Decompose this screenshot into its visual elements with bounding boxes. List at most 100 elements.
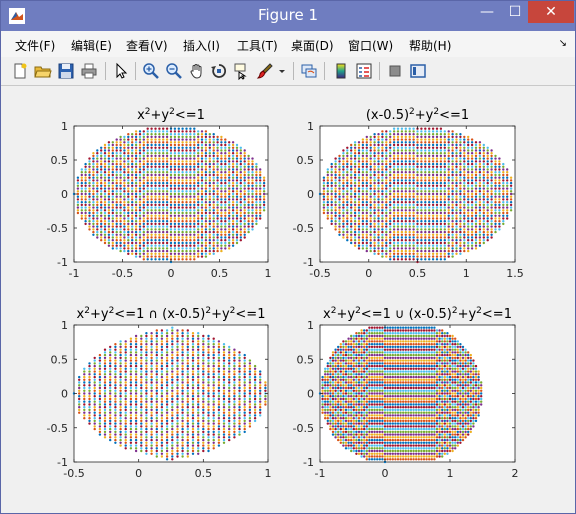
data-point xyxy=(150,247,153,250)
data-point xyxy=(107,206,111,209)
data-point xyxy=(103,348,107,351)
data-point xyxy=(193,201,196,204)
data-point xyxy=(365,211,368,215)
data-point xyxy=(381,247,384,250)
data-point xyxy=(107,220,111,223)
data-point xyxy=(127,233,130,236)
data-point xyxy=(146,255,149,258)
data-point xyxy=(342,165,345,168)
data-point xyxy=(176,422,179,425)
print-icon[interactable] xyxy=(80,62,98,80)
axes-box[interactable] xyxy=(73,324,269,463)
menu-window[interactable]: 窗口(W) xyxy=(348,39,394,53)
minimize-button[interactable]: — xyxy=(480,4,494,20)
data-point xyxy=(123,233,126,236)
title-bar[interactable]: Figure 1 — ☐ ✕ xyxy=(1,1,575,31)
open-file-icon[interactable] xyxy=(34,62,52,80)
data-point xyxy=(498,201,501,204)
data-point xyxy=(165,209,169,212)
data-point xyxy=(455,184,458,187)
data-point xyxy=(98,417,102,420)
data-point xyxy=(424,220,427,223)
data-point xyxy=(191,337,195,340)
data-point xyxy=(502,206,505,209)
data-point xyxy=(377,228,380,231)
data-point xyxy=(486,225,489,228)
zoom-in-icon[interactable] xyxy=(142,62,160,80)
data-point xyxy=(197,141,200,144)
data-point xyxy=(416,130,419,133)
data-point xyxy=(416,168,419,171)
data-point xyxy=(467,152,470,155)
menu-edit[interactable]: 编辑(E) xyxy=(71,39,112,53)
data-point xyxy=(158,190,161,193)
new-figure-icon[interactable] xyxy=(11,62,29,80)
data-point xyxy=(243,198,246,201)
data-point xyxy=(353,201,357,204)
data-point xyxy=(439,220,443,223)
data-point xyxy=(200,225,204,228)
close-button[interactable]: ✕ xyxy=(528,1,574,23)
rotate-3d-icon[interactable] xyxy=(210,62,228,80)
data-point xyxy=(439,135,443,139)
menu-tools[interactable]: 工具(T) xyxy=(237,39,278,53)
data-point xyxy=(193,241,196,245)
data-point xyxy=(396,211,400,215)
data-point xyxy=(193,173,196,177)
menu-view[interactable]: 查看(V) xyxy=(126,39,168,53)
show-plot-tools-icon[interactable] xyxy=(409,62,427,80)
data-point xyxy=(385,214,388,217)
menu-desktop[interactable]: 桌面(D) xyxy=(291,39,334,53)
data-point xyxy=(389,143,392,147)
data-point xyxy=(103,400,107,403)
data-point xyxy=(451,222,454,226)
insert-colorbar-icon[interactable] xyxy=(332,62,350,80)
data-point xyxy=(185,198,188,201)
data-point xyxy=(109,351,112,354)
data-point xyxy=(103,427,107,431)
maximize-button[interactable]: ☐ xyxy=(508,4,522,20)
data-point xyxy=(191,433,195,436)
save-icon[interactable] xyxy=(57,62,75,80)
data-point xyxy=(208,249,211,253)
data-point xyxy=(474,190,478,193)
edit-plot-icon[interactable] xyxy=(112,62,130,80)
link-plot-icon[interactable] xyxy=(300,62,318,80)
zoom-out-icon[interactable] xyxy=(165,62,183,80)
data-point xyxy=(191,395,195,398)
data-point xyxy=(377,138,380,141)
data-point xyxy=(482,154,485,158)
data-point xyxy=(235,165,239,168)
data-point xyxy=(158,152,161,155)
data-point xyxy=(431,154,435,158)
data-point xyxy=(490,165,493,168)
data-point xyxy=(220,206,223,209)
data-point xyxy=(162,233,165,236)
menu-file[interactable]: 文件(F) xyxy=(15,39,56,53)
menu-overflow-icon[interactable]: ↘ xyxy=(558,38,567,49)
data-point xyxy=(467,190,470,193)
data-cursor-icon[interactable] xyxy=(233,62,251,80)
data-point xyxy=(197,247,200,250)
data-point xyxy=(165,356,169,360)
data-point xyxy=(145,406,148,409)
data-point xyxy=(171,343,174,346)
data-point xyxy=(389,206,392,209)
insert-legend-icon[interactable] xyxy=(355,62,373,80)
data-point xyxy=(326,198,329,201)
hide-plot-tools-icon[interactable] xyxy=(386,62,404,80)
data-point xyxy=(474,241,478,245)
data-point xyxy=(129,403,133,406)
data-point xyxy=(185,160,188,163)
pan-icon[interactable] xyxy=(188,62,206,80)
data-point xyxy=(353,230,357,234)
menu-help[interactable]: 帮助(H) xyxy=(409,39,452,53)
data-point xyxy=(177,141,180,144)
menu-insert[interactable]: 插入(I) xyxy=(183,39,220,53)
data-point xyxy=(509,181,513,185)
data-point xyxy=(357,141,361,144)
brush-icon[interactable] xyxy=(256,62,274,80)
data-point xyxy=(470,149,474,152)
brush-dropdown-icon[interactable] xyxy=(277,62,287,80)
data-point xyxy=(251,209,254,212)
